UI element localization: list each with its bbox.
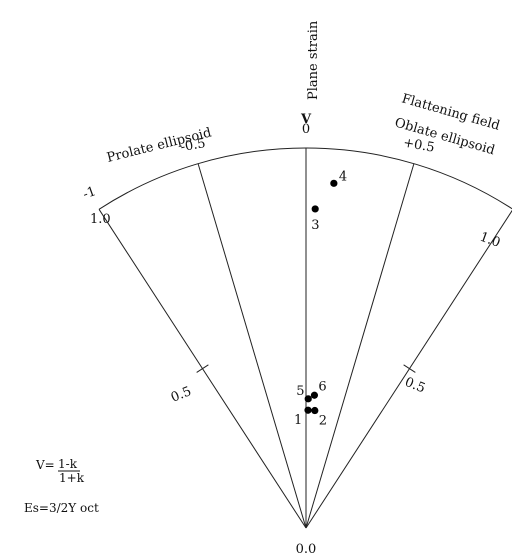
mid-tick [403, 364, 416, 373]
data-point-marker [311, 205, 319, 213]
mid-tick [196, 364, 209, 373]
arc-tick-label: +0.5 [402, 136, 436, 156]
arc-tick-label: -1 [81, 184, 98, 202]
formula-denominator: 1+k [59, 471, 85, 485]
right-mid-label: 0.5 [403, 375, 428, 397]
radial-line [197, 163, 307, 529]
data-point-label: 6 [318, 379, 326, 394]
arc-tick-label: +1 [511, 183, 512, 204]
data-points: 1 2 3 4 5 6 [294, 169, 347, 428]
data-point-marker [304, 406, 312, 414]
arc-tick-label: 0 [302, 122, 310, 137]
data-point-marker [304, 395, 312, 403]
plane-strain-label: Plane strain [306, 20, 321, 100]
data-point-label: 1 [294, 413, 302, 428]
formula-es: Es=3/2Y oct [24, 501, 99, 515]
left-outer-label: 1.0 [90, 212, 111, 227]
arc-tick-labels: -1 -0.5 0 +0.5 +1 [81, 122, 512, 204]
plot-frame [98, 147, 512, 529]
data-point-marker [310, 391, 319, 399]
arc-tick-label: -0.5 [180, 136, 207, 155]
data-point-marker [330, 179, 338, 187]
data-point-label: 5 [296, 384, 304, 399]
right-outer-label: 1.0 [478, 230, 503, 251]
formula-v: V= [35, 458, 55, 472]
formula-numerator: 1-k [58, 457, 78, 471]
data-point-marker [311, 406, 319, 415]
data-point-label: 3 [311, 218, 319, 233]
v-axis-symbol: V [300, 112, 312, 127]
left-mid-label: 0.5 [169, 384, 194, 406]
data-point-label: 2 [319, 414, 327, 429]
data-point-label: 4 [339, 169, 347, 184]
radial-line [305, 163, 415, 529]
origin-label: 0.0 [296, 542, 317, 557]
